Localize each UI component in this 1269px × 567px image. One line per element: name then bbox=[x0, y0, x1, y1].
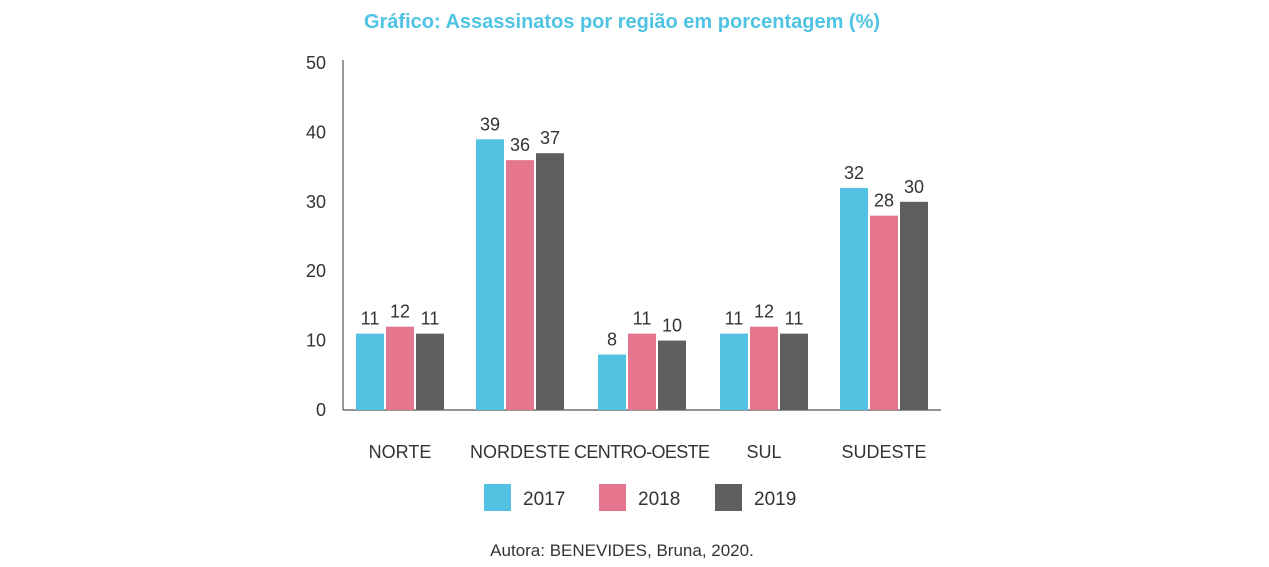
bar bbox=[598, 354, 626, 410]
bar bbox=[900, 201, 928, 410]
data-label: 39 bbox=[480, 114, 500, 134]
data-label: 37 bbox=[540, 128, 560, 148]
legend-label: 2018 bbox=[638, 489, 680, 510]
data-label: 11 bbox=[361, 309, 380, 329]
legend-label: 2019 bbox=[754, 489, 796, 510]
bar bbox=[780, 333, 808, 410]
x-tick-label: CENTRO-OESTE bbox=[574, 442, 710, 462]
bar bbox=[840, 187, 868, 410]
legend-swatch bbox=[599, 484, 626, 511]
y-tick-label: 40 bbox=[306, 122, 326, 142]
data-label: 10 bbox=[662, 316, 682, 336]
x-tick-label: NORDESTE bbox=[470, 442, 570, 462]
caption: Autora: BENEVIDES, Bruna, 2020. bbox=[490, 541, 754, 560]
legend-label: 2017 bbox=[523, 489, 565, 510]
bar bbox=[870, 215, 898, 410]
legend-swatch bbox=[484, 484, 511, 511]
data-label: 32 bbox=[844, 163, 864, 183]
bar bbox=[720, 333, 748, 410]
data-label: 30 bbox=[904, 177, 924, 197]
bars bbox=[356, 139, 928, 410]
chart-title: Gráfico: Assassinatos por região em porc… bbox=[364, 11, 880, 33]
data-label: 36 bbox=[510, 135, 530, 155]
y-tick-label: 10 bbox=[306, 331, 326, 351]
data-label: 11 bbox=[725, 309, 744, 329]
data-label: 11 bbox=[633, 309, 652, 329]
data-label: 28 bbox=[874, 191, 894, 211]
x-tick-label: SUDESTE bbox=[841, 442, 926, 462]
bar bbox=[536, 153, 564, 410]
category-labels: NORTE NORDESTE CENTRO-OESTE SUL SUDESTE bbox=[369, 442, 927, 462]
bar bbox=[506, 160, 534, 410]
bar bbox=[356, 333, 384, 410]
y-tick-label: 30 bbox=[306, 192, 326, 212]
data-label: 11 bbox=[785, 309, 804, 329]
bar bbox=[628, 333, 656, 410]
bar bbox=[476, 139, 504, 410]
x-tick-label: SUL bbox=[746, 442, 781, 462]
data-label: 8 bbox=[607, 329, 617, 349]
y-tick-label: 50 bbox=[306, 53, 326, 73]
bar bbox=[386, 326, 414, 410]
legend-swatch bbox=[715, 484, 742, 511]
bar bbox=[658, 340, 686, 410]
data-label: 12 bbox=[754, 302, 774, 322]
data-label: 12 bbox=[390, 302, 410, 322]
y-tick-label: 20 bbox=[306, 261, 326, 281]
y-tick-label: 0 bbox=[316, 400, 326, 420]
data-label: 11 bbox=[421, 309, 440, 329]
legend: 2017 2018 2019 bbox=[484, 484, 796, 511]
x-tick-label: NORTE bbox=[369, 442, 432, 462]
bar bbox=[750, 326, 778, 410]
bar bbox=[416, 333, 444, 410]
value-labels: 11 12 11 39 36 37 8 11 10 11 12 11 32 28 30 bbox=[361, 114, 924, 349]
